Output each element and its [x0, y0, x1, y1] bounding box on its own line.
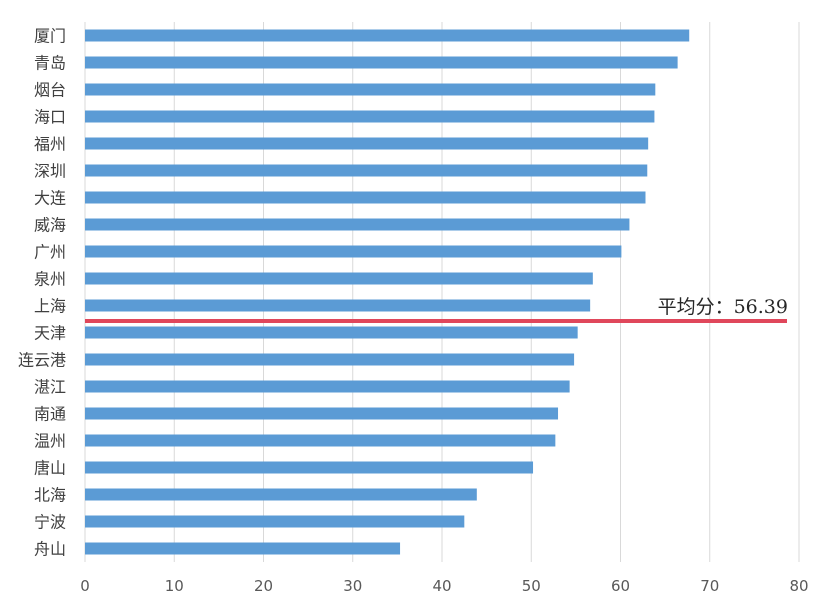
bar-青岛 — [85, 56, 678, 69]
category-label: 厦门 — [34, 27, 66, 46]
bar-温州 — [85, 434, 556, 447]
bar-上海 — [85, 299, 591, 312]
category-label: 南通 — [34, 405, 66, 424]
bar-连云港 — [85, 353, 575, 366]
bar-厦门 — [85, 29, 690, 42]
category-label: 威海 — [34, 216, 66, 235]
x-tick-label: 20 — [254, 577, 273, 595]
category-label: 广州 — [34, 243, 66, 262]
bar-烟台 — [85, 83, 656, 96]
category-label: 上海 — [34, 297, 66, 316]
category-label: 福州 — [34, 135, 66, 154]
bar-海口 — [85, 110, 655, 123]
category-label: 连云港 — [18, 351, 66, 370]
bar-福州 — [85, 137, 649, 150]
category-label: 青岛 — [34, 54, 66, 73]
category-label: 宁波 — [34, 513, 66, 532]
bar-南通 — [85, 407, 559, 420]
category-label: 温州 — [34, 432, 66, 451]
category-label: 湛江 — [34, 378, 66, 397]
bar-宁波 — [85, 515, 465, 528]
bar-天津 — [85, 326, 578, 339]
category-label: 唐山 — [34, 459, 66, 478]
bar-北海 — [85, 488, 477, 501]
category-label: 天津 — [34, 324, 66, 343]
x-tick-label: 30 — [343, 577, 362, 595]
x-tick-label: 10 — [165, 577, 184, 595]
x-tick-label: 40 — [432, 577, 451, 595]
bar-舟山 — [85, 542, 401, 555]
bar-唐山 — [85, 461, 534, 474]
x-tick-label: 80 — [789, 577, 808, 595]
x-tick-label: 70 — [700, 577, 719, 595]
category-label: 舟山 — [34, 540, 66, 559]
x-tick-label: 60 — [611, 577, 630, 595]
category-label: 深圳 — [34, 162, 66, 181]
category-label: 海口 — [34, 108, 66, 127]
category-label: 北海 — [34, 486, 66, 505]
x-tick-label: 50 — [522, 577, 541, 595]
x-tick-label: 0 — [80, 577, 90, 595]
bar-泉州 — [85, 272, 593, 285]
bar-深圳 — [85, 164, 648, 177]
category-label: 泉州 — [34, 270, 66, 289]
category-label: 大连 — [34, 189, 66, 208]
bar-威海 — [85, 218, 630, 231]
bar-广州 — [85, 245, 622, 258]
bar-大连 — [85, 191, 646, 204]
average-label: 平均分：56.39 — [658, 296, 788, 318]
bar-湛江 — [85, 380, 570, 393]
category-label: 烟台 — [34, 81, 66, 100]
